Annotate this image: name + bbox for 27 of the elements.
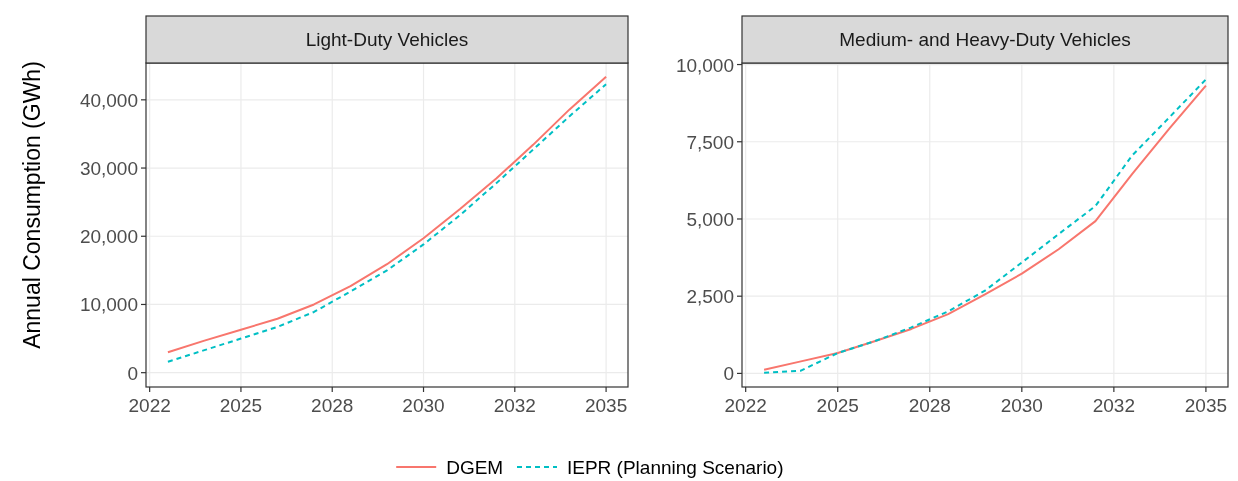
x-tick-label: 2032 <box>493 395 536 416</box>
y-tick-label: 30,000 <box>79 158 138 180</box>
x-tick-label: 2025 <box>816 395 859 416</box>
x-tick-label: 2032 <box>1092 395 1135 416</box>
y-tick-label: 10,000 <box>675 54 734 76</box>
x-tick-label: 2035 <box>1184 395 1228 416</box>
x-tick-label: 2025 <box>219 395 263 416</box>
y-tick-label: 10,000 <box>79 294 138 316</box>
x-tick-label: 2030 <box>1000 395 1043 416</box>
chart-title: Medium- and Heavy-Duty Vehicles <box>839 29 1131 50</box>
chart-title: Light-Duty Vehicles <box>305 29 469 50</box>
x-tick-label: 2022 <box>724 395 767 416</box>
x-tick-label: 2030 <box>402 395 445 416</box>
x-tick-label: 2022 <box>128 395 171 416</box>
legend-label: IEPR (Planning Scenario) <box>567 457 784 478</box>
y-tick-label: 20,000 <box>79 226 138 248</box>
y-tick-label: 2,500 <box>686 286 734 308</box>
y-tick-label: 0 <box>723 363 734 385</box>
x-tick-label: 2035 <box>584 395 628 416</box>
y-tick-label: 5,000 <box>686 208 734 230</box>
y-tick-label: 7,500 <box>686 131 734 153</box>
y-axis-title: Annual Consumption (GWh) <box>19 61 45 349</box>
y-tick-label: 0 <box>127 362 138 384</box>
x-tick-label: 2028 <box>311 395 354 416</box>
y-tick-label: 40,000 <box>79 89 138 111</box>
x-tick-label: 2028 <box>908 395 951 416</box>
legend-label: DGEM <box>446 457 504 478</box>
